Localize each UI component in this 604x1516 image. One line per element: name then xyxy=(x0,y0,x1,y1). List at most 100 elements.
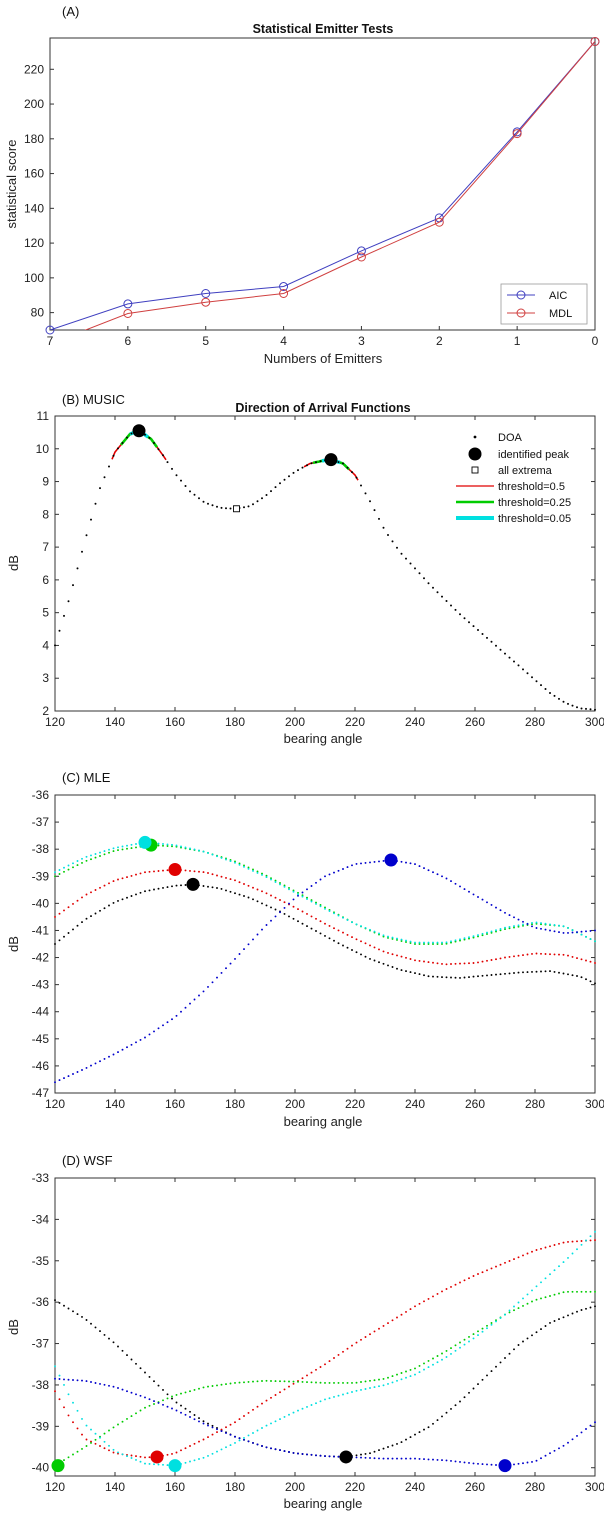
doa-point xyxy=(229,507,232,510)
doa-point xyxy=(364,492,367,495)
panel-c-series-2-point xyxy=(486,933,488,935)
panel-d-series-2-point xyxy=(535,1298,538,1301)
panel-d-series-0-point xyxy=(171,1397,173,1400)
legend-all-extrema-marker xyxy=(471,466,479,474)
doa-point xyxy=(526,672,529,675)
legend-threshold-05-label: threshold=0.5 xyxy=(498,481,565,493)
panel-d-series-3-point xyxy=(369,1387,371,1389)
panel-d-series-3-point xyxy=(454,1349,457,1352)
panel-d-series-2-point xyxy=(171,1395,173,1398)
panel-c-series-0-point xyxy=(495,973,497,976)
panel-c-series-4-point xyxy=(144,1036,146,1039)
panel-a-ticks: 7 6 5 4 3 2 1 0 80 100 120 140 160 180 200 220 xyxy=(24,62,599,348)
panel-c-xtick-label: 220 xyxy=(345,1097,365,1111)
panel-d-series-1-point xyxy=(535,1249,538,1251)
panel-d-series-3-point xyxy=(292,1411,295,1414)
panel-d-series-3-point xyxy=(414,1373,416,1376)
doa-point xyxy=(220,506,223,509)
panel-c-series-1-point xyxy=(454,962,457,965)
panel-d-series-2-point xyxy=(585,1290,587,1293)
panel-c-series-0-point xyxy=(292,917,295,920)
panel-b-ytick-label: 3 xyxy=(42,671,49,685)
panel-c-ylabel: dB xyxy=(6,936,21,952)
doa-point xyxy=(544,688,547,690)
panel-c-series-3-point xyxy=(589,938,592,941)
panel-d-series-1-point xyxy=(310,1371,313,1374)
panel-d-series-3-point xyxy=(360,1388,362,1391)
doa-point xyxy=(522,668,524,671)
panel-c-ytick-label: -37 xyxy=(32,815,50,829)
panel-c-series-2-point xyxy=(522,924,524,927)
panel-c-series-0-point xyxy=(283,912,286,915)
panel-d-series-2-point xyxy=(549,1295,551,1297)
panel-c-series-1-point xyxy=(319,920,322,923)
panel-b-music: (B) MUSIC Direction of Arrival Functions… xyxy=(6,392,604,746)
panel-d-series-3-point xyxy=(216,1450,218,1453)
panel-d-series-0-point xyxy=(567,1314,569,1317)
panel-c-series-0-point xyxy=(450,976,452,979)
panel-d-series-3-point xyxy=(324,1398,326,1401)
doa-point xyxy=(94,502,97,505)
panel-c-series-1-point xyxy=(445,963,448,966)
panel-a-ytick-label: 160 xyxy=(24,167,44,181)
panel-c-series-2-point xyxy=(265,874,268,877)
panel-c-series-0-point xyxy=(342,944,344,947)
panel-c-series-1-point xyxy=(373,946,376,949)
panel-d-series-1-point xyxy=(189,1445,191,1447)
panel-c-series-4-point xyxy=(90,1064,92,1067)
panel-d-series-0-point xyxy=(108,1337,110,1340)
panel-a-legend: AIC MDL xyxy=(500,283,588,325)
panel-d-series-4-point xyxy=(99,1382,101,1385)
panel-d-series-1-point xyxy=(90,1440,92,1443)
panel-d-series-0-point xyxy=(207,1422,209,1425)
panel-d-series-4-point xyxy=(517,1462,520,1465)
panel-c-series-2-point xyxy=(103,853,106,856)
panel-d-series-4-point xyxy=(445,1459,448,1462)
panel-d-series-0-point xyxy=(396,1442,398,1445)
doa-point xyxy=(243,506,245,509)
panel-d-series-4-point xyxy=(58,1378,61,1380)
panel-d-series-4-point xyxy=(157,1401,160,1404)
panel-b-ytick-label: 7 xyxy=(42,540,49,554)
doa-point xyxy=(67,600,70,603)
panel-d-series-0-point xyxy=(99,1330,101,1333)
panel-d-series-4-point xyxy=(238,1437,241,1440)
panel-d-series-3-point xyxy=(373,1386,376,1389)
panel-c-series-3-point xyxy=(427,941,430,944)
panel-d-series-1-point xyxy=(342,1350,344,1353)
panel-c-series-3-point xyxy=(333,912,335,915)
panel-d-series-3-point xyxy=(432,1363,434,1366)
doa-point xyxy=(175,474,178,477)
panel-d-series-3-point xyxy=(288,1413,290,1416)
panel-d-series-0-point xyxy=(553,1320,556,1322)
panel-c-series-4-point xyxy=(373,860,376,863)
panel-c-series-0-point xyxy=(522,971,524,974)
panel-c-series-1-point xyxy=(409,958,412,960)
panel-c-series-2-point xyxy=(418,943,421,945)
panel-c-series-3-point xyxy=(490,930,493,933)
doa-point xyxy=(270,490,272,493)
panel-d-series-2-point xyxy=(283,1380,286,1383)
panel-c-series-1-point xyxy=(418,959,421,962)
panel-d-series-0-point xyxy=(198,1417,200,1420)
panel-d-series-4-point xyxy=(270,1447,272,1450)
panel-c-series-4-point xyxy=(243,948,245,951)
doa-point xyxy=(580,707,583,710)
panel-d-xtick-label: 220 xyxy=(345,1480,365,1494)
doa-point xyxy=(193,493,196,496)
panel-d-series-4-point xyxy=(400,1457,403,1460)
panel-c-series-2-point xyxy=(414,943,416,945)
panel-d-series-3-point xyxy=(225,1446,227,1449)
panel-c-series-1-point xyxy=(99,886,101,889)
panel-d-series-0-point xyxy=(378,1449,380,1452)
panel-c-series-4-point xyxy=(355,862,358,865)
panel-c-series-4-point xyxy=(292,898,295,901)
panel-d-series-3-point xyxy=(477,1334,479,1337)
panel-c-series-1-point xyxy=(139,872,142,875)
panel-b-ytick-label: 2 xyxy=(42,704,49,718)
doa-point xyxy=(283,478,286,481)
panel-c-series-1-point xyxy=(391,953,394,956)
panel-c-series-3-point xyxy=(499,928,502,930)
panel-c-series-3-point xyxy=(454,939,457,942)
panel-c-series-3-point xyxy=(184,846,187,849)
